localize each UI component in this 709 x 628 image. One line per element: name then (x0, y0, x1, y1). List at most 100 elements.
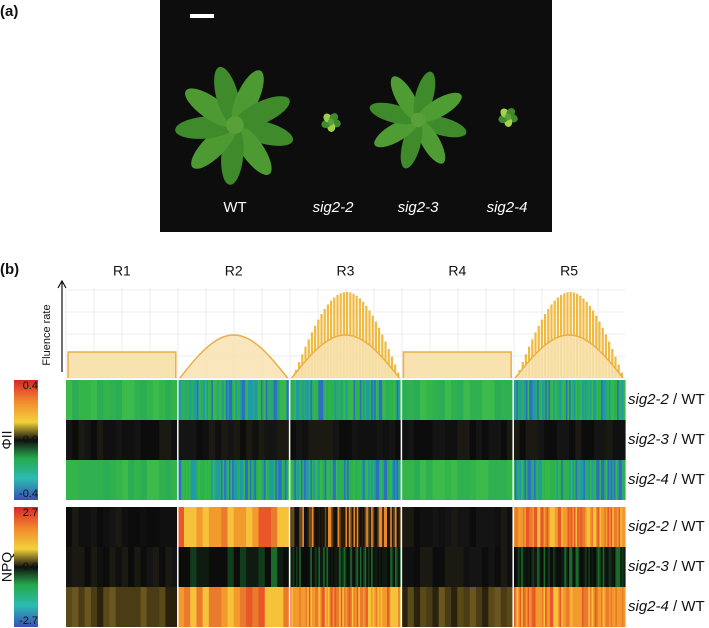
heat-cell (572, 547, 575, 587)
heat-cell (530, 380, 533, 420)
heat-cell (78, 460, 86, 500)
heat-cell (601, 587, 604, 627)
heat-cell (532, 547, 535, 587)
heat-cell (602, 547, 605, 587)
heat-cell (366, 380, 369, 420)
heat-cell (604, 587, 607, 627)
heat-cell (367, 460, 371, 500)
heat-cell (387, 380, 390, 420)
heat-cell (345, 460, 348, 500)
heat-cell (278, 380, 281, 420)
leaf (417, 92, 462, 123)
heat-cell (517, 587, 521, 627)
heat-cell (289, 420, 297, 460)
heat-cell (395, 420, 402, 460)
heat-cell (522, 460, 525, 500)
heat-cell (596, 547, 599, 587)
heat-cell (562, 380, 565, 420)
row-label: sig2-2 / WT (628, 391, 705, 408)
heat-cell (540, 380, 543, 420)
heat-cell (327, 547, 331, 587)
heat-cell (361, 460, 364, 500)
heat-cell (469, 547, 477, 587)
heat-cell (556, 420, 564, 460)
heat-cell (90, 507, 98, 547)
heat-cell (529, 587, 532, 627)
heat-cell (342, 587, 345, 627)
row-ratio: / WT (669, 471, 705, 488)
heat-cell (313, 460, 316, 500)
heat-cell (371, 587, 374, 627)
heat-cell (302, 420, 309, 460)
heat-cell (193, 380, 196, 420)
heat-cell (115, 460, 123, 500)
heat-cell (359, 380, 363, 420)
heat-cell (618, 507, 621, 547)
heat-cell (390, 460, 393, 500)
heat-cell (599, 380, 602, 420)
heat-cell (72, 380, 80, 420)
heat-cell (262, 460, 265, 500)
heat-cell (264, 507, 272, 547)
row-line: sig2-4 (628, 598, 669, 615)
heat-cell (140, 547, 148, 587)
heat-cell (623, 507, 626, 547)
heat-cell (214, 380, 217, 420)
heat-cell (577, 507, 580, 547)
heat-cell (557, 460, 561, 500)
heat-cell (594, 380, 597, 420)
heat-cell (227, 420, 235, 460)
heat-cell (589, 460, 593, 500)
heat-cell (535, 460, 538, 500)
heat-cell (578, 587, 581, 627)
light-profile (179, 334, 289, 379)
heat-cell (334, 507, 337, 547)
heat-cell (66, 507, 73, 547)
colorbar (14, 507, 38, 627)
row-ratio: / WT (669, 598, 705, 615)
heat-cell (602, 587, 605, 627)
heat-cell (319, 587, 323, 627)
heat-cell (380, 460, 383, 500)
heat-cell (533, 460, 537, 500)
heat-cell (264, 547, 272, 587)
heat-cell (393, 507, 396, 547)
heat-cell (273, 460, 276, 500)
heat-cell (121, 380, 129, 420)
heat-cell (259, 380, 262, 420)
heat-cell (311, 380, 315, 420)
heat-cell (586, 547, 589, 587)
heat-cell (302, 547, 305, 587)
heat-cell (254, 380, 257, 420)
heat-cell (134, 460, 142, 500)
heat-cell (103, 380, 111, 420)
heat-cell (599, 507, 602, 547)
heat-cell (564, 547, 567, 587)
heat-cell (494, 460, 502, 500)
heat-cell (252, 587, 260, 627)
heat-cell (212, 460, 216, 500)
heat-cell (256, 460, 259, 500)
heat-cell (240, 460, 243, 500)
heat-cell (377, 547, 380, 587)
heat-cell (537, 547, 540, 587)
heat-cell (327, 460, 331, 500)
heat-cell (289, 587, 292, 627)
heat-cell (351, 420, 359, 460)
heat-cell (396, 547, 399, 587)
heat-cell (396, 507, 399, 547)
heat-cell (190, 547, 198, 587)
heat-cell (159, 507, 166, 547)
heat-cell (623, 587, 626, 627)
heat-cell (589, 547, 593, 587)
heat-cell (620, 460, 623, 500)
heat-cell (209, 460, 212, 500)
heat-cell (66, 460, 73, 500)
heat-cell (549, 380, 553, 420)
heat-cell (541, 507, 545, 547)
heat-cell (569, 507, 572, 547)
heat-cell (289, 460, 292, 500)
heat-cell (375, 380, 379, 420)
heat-cell (230, 380, 233, 420)
heat-cell (342, 547, 345, 587)
